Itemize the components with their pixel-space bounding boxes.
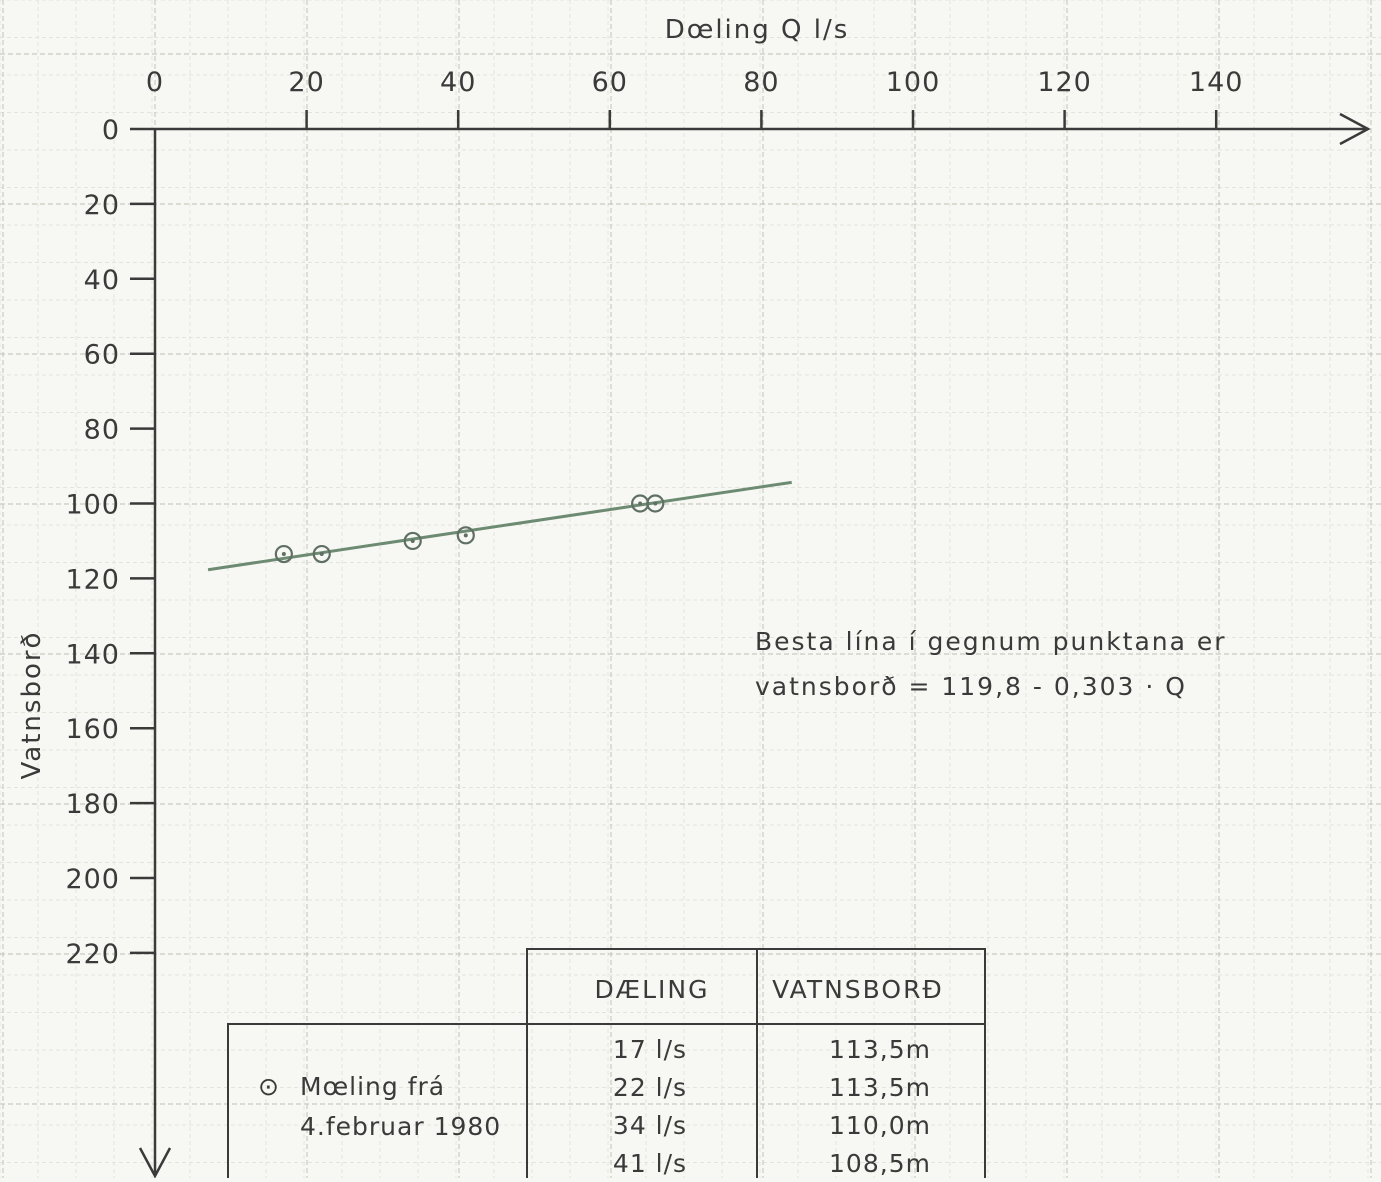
y-tick-label: 160 <box>65 714 120 745</box>
data-point-center <box>281 552 286 557</box>
fit-line <box>207 480 792 572</box>
table-header-daeling: DÆLING <box>595 975 710 1004</box>
y-tick-label: 180 <box>65 789 120 820</box>
x-tick-label: 20 <box>288 67 324 98</box>
legend-line-1: Mœling frá <box>300 1072 445 1101</box>
y-axis-title: Vatnsborð <box>17 631 47 780</box>
table-cell-daeling: 22 l/s <box>613 1073 687 1102</box>
legend-symbol: ⊙ <box>258 1072 280 1101</box>
y-tick-label: 100 <box>65 490 120 521</box>
x-tick-label: 60 <box>592 67 628 98</box>
y-tick-label: 20 <box>84 190 120 221</box>
legend-line-2: 4.februar 1980 <box>300 1112 501 1141</box>
data-layer <box>207 480 792 572</box>
y-tick-label: 80 <box>84 415 120 446</box>
x-tick-label: 0 <box>146 67 164 98</box>
x-tick-label: 120 <box>1037 67 1092 98</box>
data-table: DÆLING VATNSBORÐ ⊙ Mœling frá 4.februar … <box>227 948 986 1178</box>
y-tick-label: 120 <box>65 564 120 595</box>
table-cell-vatnsbord: 113,5m <box>829 1035 931 1064</box>
data-point-center <box>638 501 643 506</box>
table-header-vatnsbord: VATNSBORÐ <box>772 975 944 1004</box>
x-tick-label: 140 <box>1189 67 1244 98</box>
y-tick-label: 0 <box>102 115 120 146</box>
table-rows: 17 l/s 113,5m 22 l/s 113,5m 34 l/s 110,0m 41 l… <box>613 1035 931 1178</box>
table-frame <box>227 948 986 1178</box>
y-tick-label: 140 <box>65 639 120 670</box>
table-cell-vatnsbord: 113,5m <box>829 1073 931 1102</box>
table-cell-daeling: 41 l/s <box>613 1149 687 1178</box>
y-tick-label: 40 <box>84 265 120 296</box>
axis-ticks: 0 20 40 60 80 100 120 140 0 20 40 60 80 100 120 140 160 1… <box>65 67 1244 970</box>
x-tick-label: 100 <box>886 67 941 98</box>
data-point <box>403 531 422 551</box>
data-point-center <box>319 552 324 557</box>
annotation-line-1: Besta lína í gegnum punktana er <box>755 627 1227 656</box>
data-point <box>274 544 293 564</box>
annotation: Besta lína í gegnum punktana er vatnsbor… <box>755 627 1227 701</box>
y-tick-label: 60 <box>84 340 120 371</box>
table-cell-vatnsbord: 110,0m <box>829 1111 931 1140</box>
data-point-center <box>653 501 658 506</box>
data-point <box>646 494 665 513</box>
x-axis-arrowhead <box>1339 112 1371 146</box>
data-point-center <box>410 538 415 543</box>
annotation-line-2: vatnsborð = 119,8 - 0,303 · Q <box>755 672 1187 701</box>
data-point-center <box>463 533 468 538</box>
data-point <box>456 526 475 545</box>
table-cell-daeling: 17 l/s <box>613 1035 687 1064</box>
y-axis-arrowhead <box>138 1147 172 1179</box>
table-cell-vatnsbord: 108,5m <box>829 1149 931 1178</box>
y-tick-label: 220 <box>65 939 120 970</box>
x-axis-title: Dœling Q l/s <box>665 15 850 45</box>
table-cell-daeling: 34 l/s <box>613 1111 687 1140</box>
y-tick-label: 200 <box>65 864 120 895</box>
x-tick-label: 40 <box>440 67 476 98</box>
data-point <box>312 544 331 564</box>
x-tick-label: 80 <box>743 67 779 98</box>
